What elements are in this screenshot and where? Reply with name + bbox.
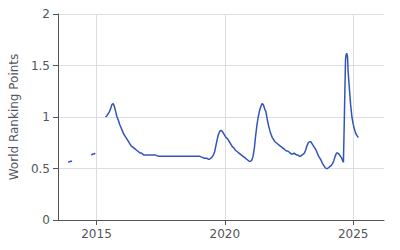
svg-text:2: 2 [42,7,50,21]
svg-text:2015: 2015 [81,227,112,241]
svg-text:0.5: 0.5 [31,162,50,176]
svg-text:2025: 2025 [338,227,369,241]
svg-text:World Ranking Points: World Ranking Points [7,54,21,181]
svg-text:0: 0 [42,213,50,227]
svg-text:2020: 2020 [210,227,241,241]
svg-text:1.5: 1.5 [31,59,50,73]
svg-text:1: 1 [42,110,50,124]
